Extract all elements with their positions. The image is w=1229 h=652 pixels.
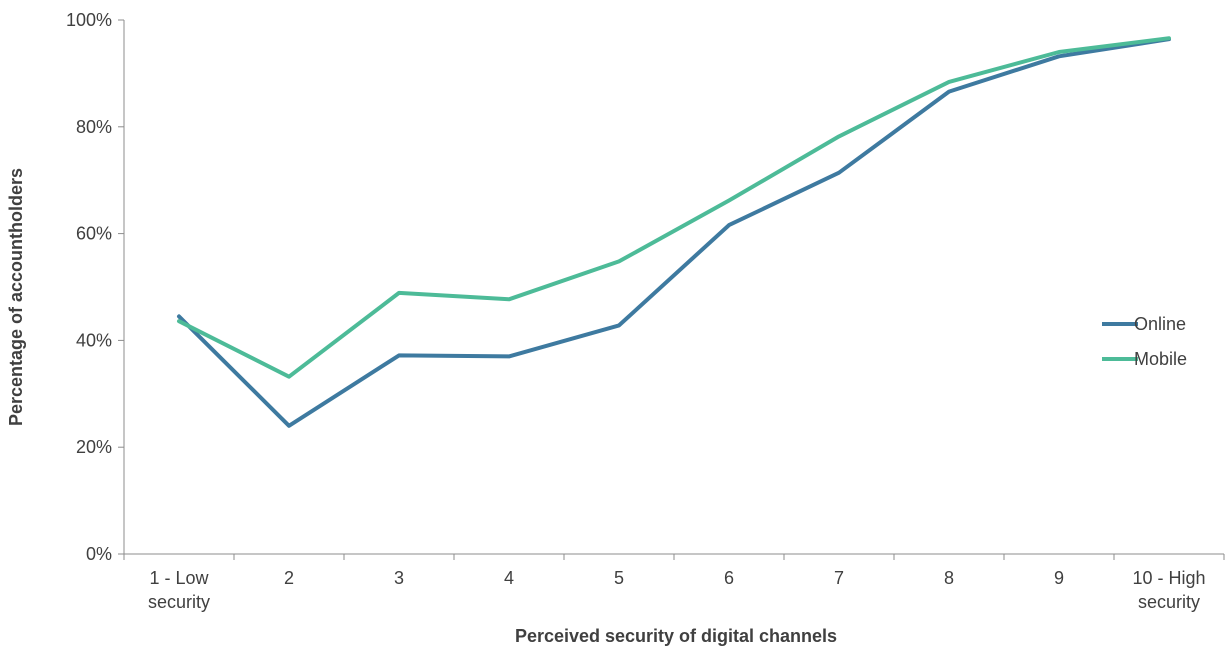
y-axis-title: Percentage of accountholders (6, 168, 26, 426)
series-line-mobile (177, 36, 1171, 379)
y-tick-label: 100% (66, 10, 112, 30)
x-axis: 1 - Low security 2 3 4 5 6 7 8 9 10 - High security (123, 553, 1225, 612)
legend-label-mobile: Mobile (1134, 349, 1187, 369)
plot-area (177, 36, 1171, 428)
x-tick-label: 1 - Low security (148, 568, 210, 612)
y-tick-label: 40% (76, 330, 112, 350)
legend-label-online: Online (1134, 314, 1186, 334)
y-tick-label: 60% (76, 224, 112, 244)
x-tick-label: 10 - High security (1132, 568, 1205, 612)
legend: Online Mobile (1102, 314, 1187, 369)
x-tick-label: 6 (724, 568, 734, 588)
y-tick-label: 20% (76, 437, 112, 457)
x-tick-label: 4 (504, 568, 514, 588)
x-tick-label: 3 (394, 568, 404, 588)
y-tick-label: 0% (86, 544, 112, 564)
series-line-online (177, 37, 1171, 428)
y-tick-label: 80% (76, 117, 112, 137)
x-tick-label: 8 (944, 568, 954, 588)
x-tick-label: 7 (834, 568, 844, 588)
x-axis-title: Perceived security of digital channels (515, 626, 837, 646)
x-tick-label: 5 (614, 568, 624, 588)
x-tick-label: 2 (284, 568, 294, 588)
x-tick-label: 9 (1054, 568, 1064, 588)
y-axis: 0% 20% 40% 60% 80% 100% (66, 10, 125, 564)
